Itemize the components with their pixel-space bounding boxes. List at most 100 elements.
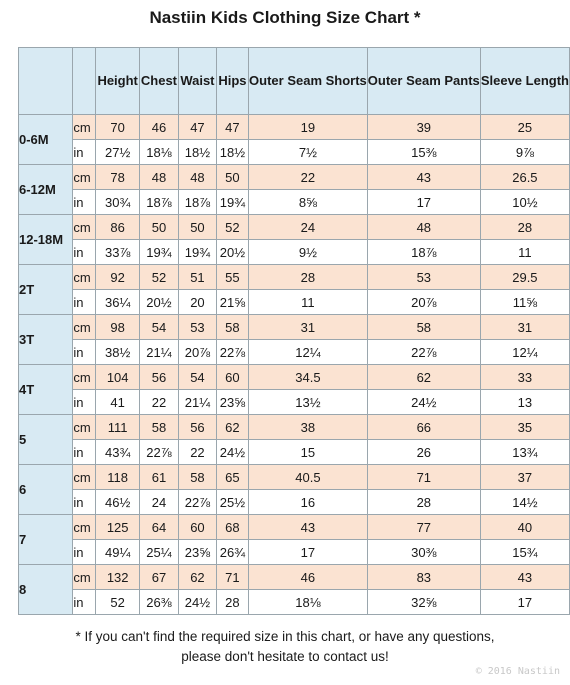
cell-hips: 55: [215, 264, 250, 290]
cell-outer-seam-pants: 22⅞: [366, 339, 481, 365]
unit-label: cm: [72, 264, 97, 290]
unit-label: cm: [72, 414, 97, 440]
unit-label: cm: [72, 114, 97, 140]
cell-chest: 52: [138, 264, 180, 290]
cell-outer-seam-pants: 58: [366, 314, 481, 340]
cell-hips: 24½: [215, 439, 250, 465]
cell-height: 41: [95, 389, 140, 415]
cell-height: 52: [95, 589, 140, 615]
column-header-outer-seam-shorts: Outer Seam Shorts: [248, 47, 368, 115]
cell-chest: 48: [138, 164, 180, 190]
cell-outer-seam-pants: 43: [366, 164, 481, 190]
page-title: Nastiin Kids Clothing Size Chart *: [149, 8, 421, 27]
column-header-hips: Hips: [215, 47, 250, 115]
cell-outer-seam-shorts: 43: [248, 514, 368, 540]
cell-height: 78: [95, 164, 140, 190]
cell-chest: 18⅛: [138, 139, 180, 165]
cell-waist: 48: [178, 164, 217, 190]
cell-outer-seam-shorts: 9½: [248, 239, 368, 265]
cell-waist: 22⅞: [178, 489, 217, 515]
size-label: 5: [17, 414, 74, 465]
cell-waist: 20: [178, 289, 217, 315]
cell-hips: 52: [215, 214, 250, 240]
cell-waist: 18½: [178, 139, 217, 165]
table-row: in 38½ 21¼ 20⅞ 22⅞ 12¼ 22⅞ 12¼: [19, 339, 570, 365]
cell-height: 70: [95, 114, 140, 140]
unit-label: in: [72, 139, 97, 165]
cell-outer-seam-shorts: 22: [248, 164, 368, 190]
table-row: in 36¼ 20½ 20 21⅝ 11 20⅞ 11⅝: [19, 289, 570, 315]
table-row: 2T cm 92 52 51 55 28 53 29.5: [17, 264, 570, 315]
cell-waist: 18⅞: [178, 189, 217, 215]
column-header-outer-seam-pants: Outer Seam Pants: [366, 47, 481, 115]
cell-hips: 71: [215, 564, 250, 590]
cell-sleeve-length: 31: [479, 314, 570, 340]
cell-height: 36¼: [95, 289, 140, 315]
size-label: 4T: [17, 364, 74, 415]
copyright-watermark: © 2016 Nastiin: [475, 666, 560, 677]
cell-hips: 65: [215, 464, 250, 490]
cell-height: 111: [95, 414, 140, 440]
cell-hips: 20½: [215, 239, 250, 265]
unit-label: cm: [72, 214, 97, 240]
table-row: in 49¼ 25¼ 23⅝ 26¾ 17 30⅜ 15¾: [19, 539, 570, 565]
unit-label: cm: [72, 314, 97, 340]
cell-chest: 67: [138, 564, 180, 590]
cell-hips: 22⅞: [215, 339, 250, 365]
cell-outer-seam-pants: 77: [366, 514, 481, 540]
cell-chest: 26⅜: [138, 589, 180, 615]
table-row: 6-12M cm 78 48 48 50 22 43 26.5: [17, 164, 570, 215]
cell-hips: 68: [215, 514, 250, 540]
cell-height: 27½: [95, 139, 140, 165]
cell-hips: 47: [215, 114, 250, 140]
unit-label: cm: [72, 464, 97, 490]
cell-sleeve-length: 43: [479, 564, 570, 590]
cell-outer-seam-pants: 53: [366, 264, 481, 290]
table-row: 7 cm 125 64 60 68 43 77 40: [17, 514, 570, 565]
column-header-waist: Waist: [178, 47, 217, 115]
table-header-row: Height Chest Waist Hips Outer Seam Short…: [17, 47, 570, 115]
cell-hips: 58: [215, 314, 250, 340]
cell-waist: 47: [178, 114, 217, 140]
cell-waist: 54: [178, 364, 217, 390]
table-row: 3T cm 98 54 53 58 31 58 31: [17, 314, 570, 365]
cell-sleeve-length: 13¾: [479, 439, 570, 465]
cell-height: 43¾: [95, 439, 140, 465]
cell-chest: 19¾: [138, 239, 180, 265]
table-row: in 30¾ 18⅞ 18⅞ 19¾ 8⅝ 17 10½: [19, 189, 570, 215]
cell-sleeve-length: 17: [479, 589, 570, 615]
cell-height: 49¼: [95, 539, 140, 565]
cell-sleeve-length: 35: [479, 414, 570, 440]
size-label: 6: [17, 464, 74, 515]
cell-sleeve-length: 37: [479, 464, 570, 490]
cell-outer-seam-pants: 20⅞: [366, 289, 481, 315]
cell-sleeve-length: 15¾: [479, 539, 570, 565]
unit-label: cm: [72, 564, 97, 590]
cell-hips: 62: [215, 414, 250, 440]
cell-outer-seam-pants: 18⅞: [366, 239, 481, 265]
footnote-line-2: please don't hesitate to contact us!: [181, 649, 389, 664]
cell-sleeve-length: 14½: [479, 489, 570, 515]
cell-sleeve-length: 40: [479, 514, 570, 540]
cell-waist: 22: [178, 439, 217, 465]
cell-chest: 50: [138, 214, 180, 240]
unit-label: in: [72, 489, 97, 515]
cell-height: 46½: [95, 489, 140, 515]
cell-sleeve-length: 11: [479, 239, 570, 265]
cell-outer-seam-shorts: 11: [248, 289, 368, 315]
column-header-sleeve-length: Sleeve Length: [479, 47, 570, 115]
cell-chest: 25¼: [138, 539, 180, 565]
cell-waist: 58: [178, 464, 217, 490]
table-row: in 52 26⅜ 24½ 28 18⅛ 32⅝ 17: [19, 589, 570, 615]
footnote: * If you can't find the required size in…: [0, 627, 570, 667]
cell-outer-seam-pants: 71: [366, 464, 481, 490]
cell-chest: 22⅞: [138, 439, 180, 465]
unit-label: in: [72, 239, 97, 265]
cell-hips: 26¾: [215, 539, 250, 565]
cell-outer-seam-shorts: 46: [248, 564, 368, 590]
cell-waist: 53: [178, 314, 217, 340]
cell-waist: 56: [178, 414, 217, 440]
cell-chest: 54: [138, 314, 180, 340]
cell-height: 104: [95, 364, 140, 390]
cell-outer-seam-pants: 48: [366, 214, 481, 240]
